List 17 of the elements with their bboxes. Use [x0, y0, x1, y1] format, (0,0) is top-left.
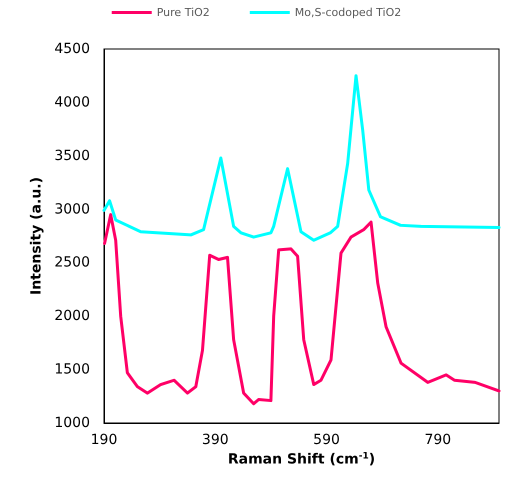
- y-tick-label: 3000: [54, 201, 90, 218]
- legend-label: Mo,S-codoped TiO2: [294, 6, 402, 19]
- y-tick-label: 2000: [54, 308, 90, 324]
- y-tick-label: 2500: [54, 254, 90, 271]
- line-series: [102, 74, 500, 242]
- x-tick-label: 790: [424, 432, 452, 448]
- y-tick-label: 4000: [54, 94, 90, 110]
- x-tick-label: 390: [202, 432, 229, 448]
- y-axis-title: Intensity (a.u.): [28, 176, 44, 296]
- y-tick-label: 1500: [54, 362, 90, 378]
- y-tick-label: 3500: [54, 148, 90, 164]
- y-tick-label: 1000: [54, 415, 90, 431]
- x-tick-label: 190: [90, 432, 118, 448]
- y-tick-label: 4500: [54, 41, 90, 57]
- legend-label: Pure TiO2: [156, 6, 210, 19]
- line-series: [103, 213, 500, 406]
- x-tick-label: 590: [313, 432, 340, 448]
